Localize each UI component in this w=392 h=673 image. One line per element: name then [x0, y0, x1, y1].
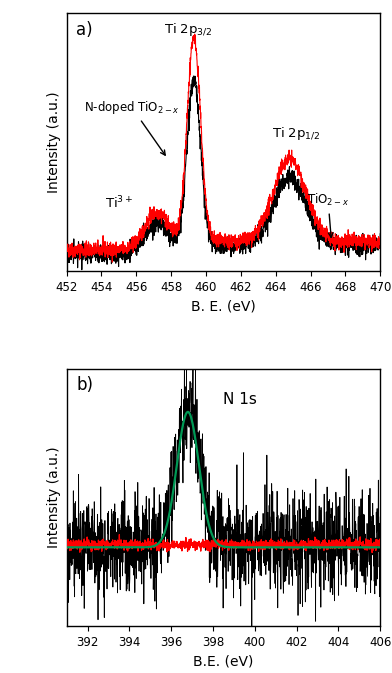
X-axis label: B. E. (eV): B. E. (eV)	[191, 299, 256, 313]
Y-axis label: Intensity (a.u.): Intensity (a.u.)	[47, 446, 61, 548]
Text: N 1s: N 1s	[223, 392, 257, 406]
Text: Ti$^{3+}$: Ti$^{3+}$	[105, 195, 133, 211]
Text: TiO$_{2-x}$: TiO$_{2-x}$	[307, 192, 349, 238]
Y-axis label: Intensity (a.u.): Intensity (a.u.)	[47, 92, 61, 193]
Text: Ti 2p$_{3/2}$: Ti 2p$_{3/2}$	[164, 22, 213, 38]
Text: b): b)	[76, 376, 93, 394]
X-axis label: B.E. (eV): B.E. (eV)	[193, 654, 254, 668]
Text: N-doped TiO$_{2-x}$: N-doped TiO$_{2-x}$	[84, 99, 180, 155]
Text: Ti 2p$_{1/2}$: Ti 2p$_{1/2}$	[272, 126, 321, 142]
Text: a): a)	[76, 21, 93, 39]
